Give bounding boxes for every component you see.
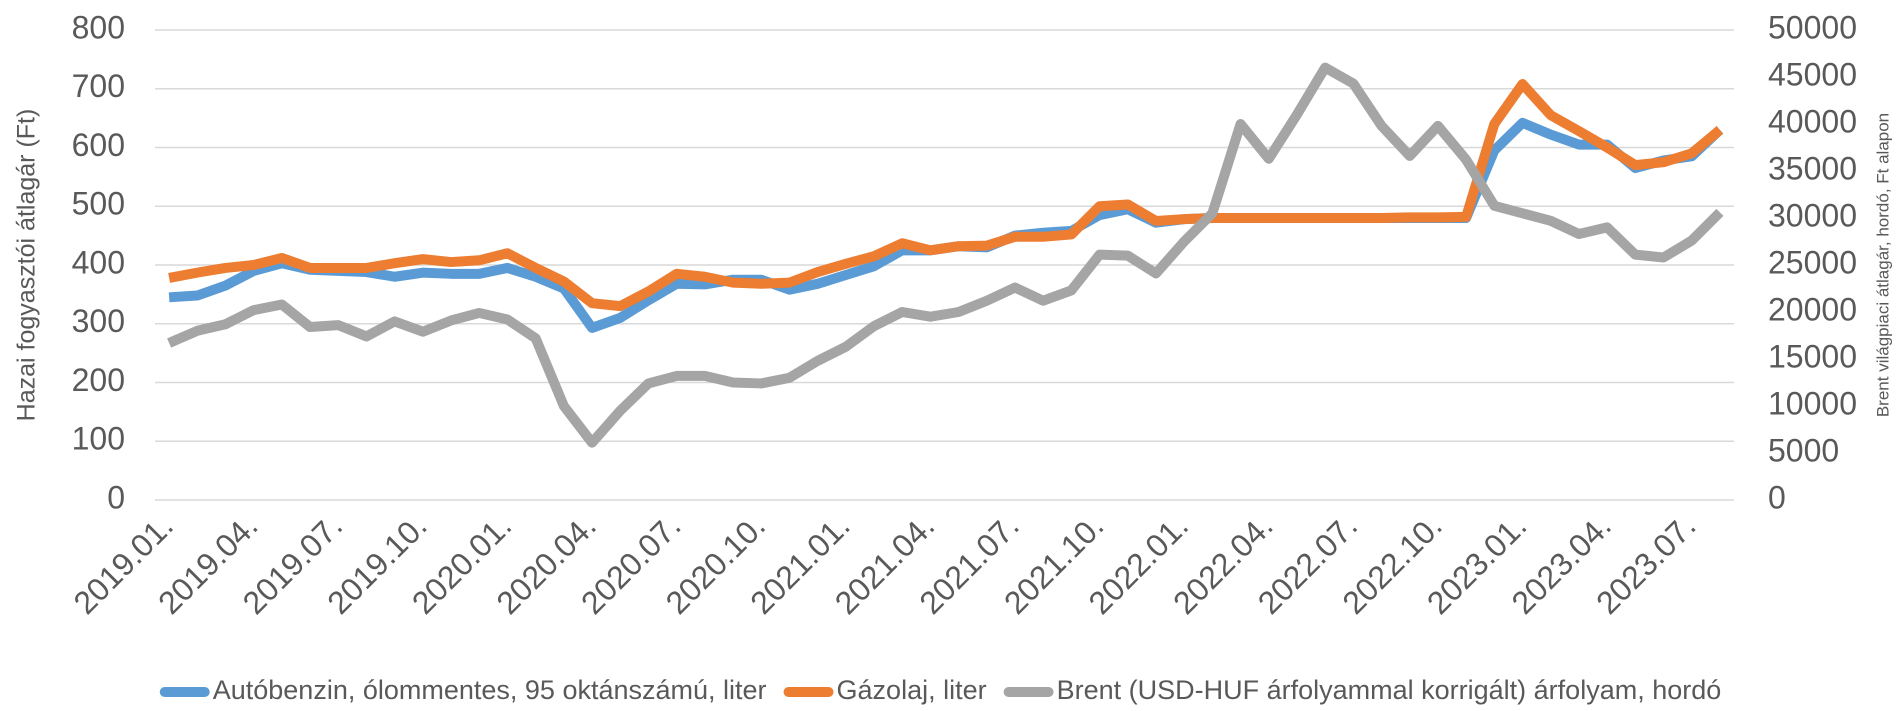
y2-axis-title: Brent világpiaci átlagár, hordó, Ft alap… [1873, 113, 1892, 417]
y-tick-label: 500 [72, 186, 125, 222]
series-line [168, 79, 1724, 312]
series-line [167, 62, 1724, 448]
legend-label: Gázolaj, liter [837, 675, 987, 705]
y2-tick-label: 35000 [1768, 150, 1857, 186]
y-tick-label: 700 [72, 68, 125, 104]
y2-tick-label: 25000 [1768, 244, 1857, 280]
y2-tick-label: 20000 [1768, 291, 1857, 327]
y-tick-label: 400 [72, 244, 125, 280]
y2-tick-label: 30000 [1768, 197, 1857, 233]
y-tick-label: 800 [72, 9, 125, 45]
y2-tick-label: 5000 [1768, 432, 1839, 468]
y-tick-label: 200 [72, 362, 125, 398]
y2-tick-label: 15000 [1768, 338, 1857, 374]
legend-label: Autóbenzin, ólommentes, 95 oktánszámú, l… [213, 675, 767, 705]
y2-tick-label: 10000 [1768, 385, 1857, 421]
y-tick-label: 600 [72, 127, 125, 163]
y2-tick-label: 50000 [1768, 9, 1857, 45]
y-tick-label: 100 [72, 421, 125, 457]
y2-tick-label: 45000 [1768, 56, 1857, 92]
legend-label: Brent (USD-HUF árfolyammal korrigált) ár… [1057, 675, 1722, 705]
y-axis-title: Hazai fogyasztói átlagár (Ft) [13, 109, 41, 422]
y-tick-label: 300 [72, 303, 125, 339]
y-tick-label: 0 [107, 479, 125, 515]
y2-tick-label: 0 [1768, 479, 1786, 515]
y2-tick-label: 40000 [1768, 103, 1857, 139]
